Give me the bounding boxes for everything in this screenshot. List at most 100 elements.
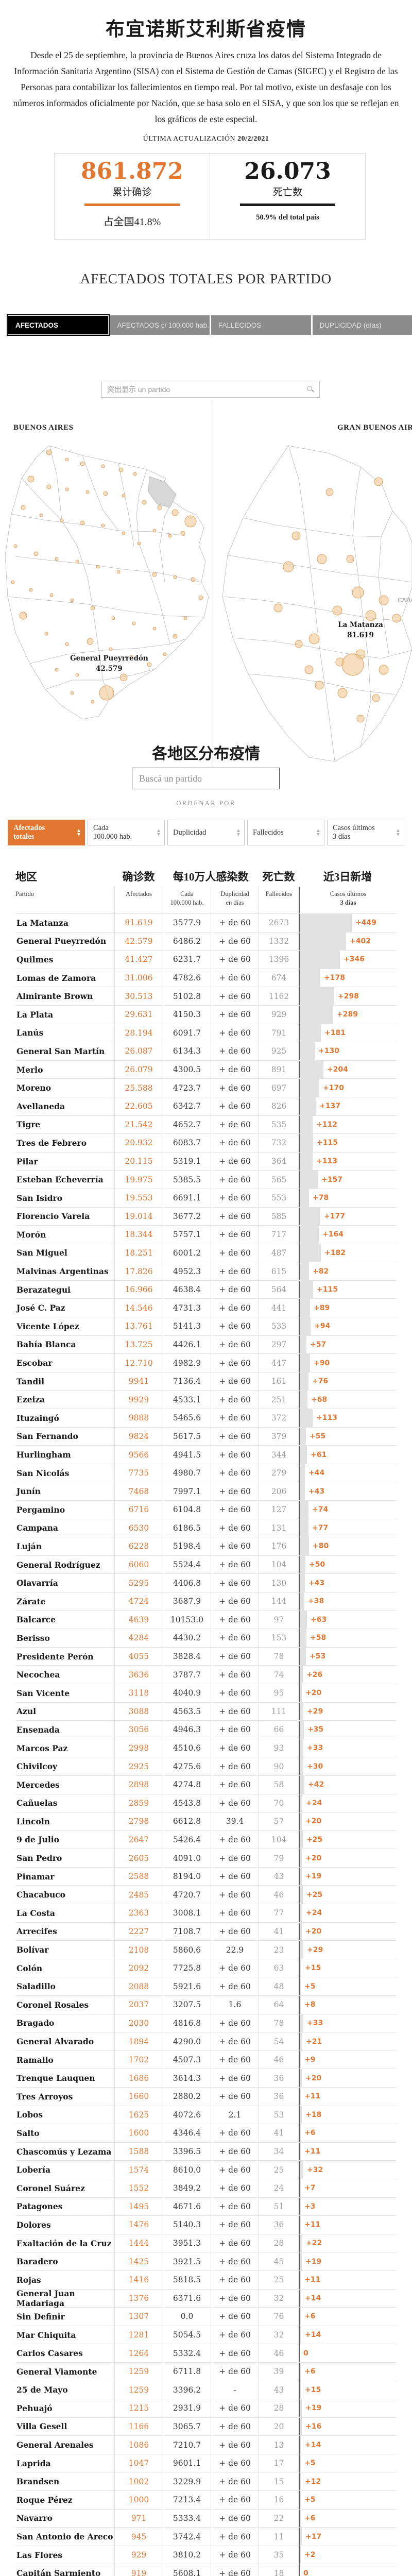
casos-3d-bar (300, 1482, 305, 1500)
partido-name: San Vicente (16, 1688, 70, 1698)
per-100k-value: 3008.1 (163, 1904, 211, 1922)
duplicidad-value: + de 60 (211, 2197, 259, 2216)
partido-name: La Costa (16, 1908, 55, 1918)
casos-3d-bar (300, 1757, 303, 1775)
casos-3d-cell: +12 (299, 2472, 397, 2491)
afectados-value: 3088 (114, 1702, 163, 1721)
fallecidos-value: 18 (259, 2564, 299, 2576)
afectados-value: 2092 (114, 1959, 163, 1977)
duplicidad-value: + de 60 (211, 2161, 259, 2179)
fallecidos-value: 57 (259, 1812, 299, 1831)
afectados-value: 26.087 (114, 1042, 163, 1060)
sort-button-4[interactable]: Fallecidos ▲ ▼ (247, 820, 324, 845)
per-100k-value: 5054.5 (163, 2326, 211, 2344)
fallecidos-value: 925 (259, 1042, 299, 1060)
fallecidos-value: 39 (259, 2362, 299, 2381)
table-row: Berazategui 16.966 4638.4 + de 60 564 +115 (15, 1280, 397, 1299)
afectados-value: 4055 (114, 1647, 163, 1666)
casos-3d-value: +170 (323, 1083, 344, 1092)
map-tabs: AFECTADOS AFECTADOS c/ 100.000 hab. FALLEC… (7, 314, 412, 336)
duplicidad-value: + de 60 (211, 1171, 259, 1189)
per-100k-value: 6134.3 (163, 1042, 211, 1060)
duplicidad-value: + de 60 (211, 1647, 259, 1666)
fallecidos-value: 161 (259, 1372, 299, 1391)
bubble-maps (5, 445, 412, 762)
casos-3d-bar (300, 2197, 301, 2216)
partido-name: La Plata (16, 1009, 54, 1020)
casos-3d-value: +115 (317, 1285, 338, 1294)
per-100k-value: 5102.8 (163, 987, 211, 1005)
casos-3d-bar (300, 1372, 308, 1391)
duplicidad-value: + de 60 (211, 1629, 259, 1647)
partido-name: Tres de Febrero (16, 1138, 87, 1148)
casos-3d-cell: +130 (299, 1042, 397, 1060)
afectados-value: 25.588 (114, 1079, 163, 1097)
casos-3d-cell: +38 (299, 1592, 397, 1611)
casos-3d-value: +5 (304, 2459, 316, 2468)
partido-name: Chivilcoy (16, 1761, 58, 1772)
afectados-value: 3118 (114, 1684, 163, 1702)
partido-name: San Miguel (16, 1248, 67, 1258)
afectados-value: 20.932 (114, 1134, 163, 1152)
confirmed-sub: 占全国41.8% (103, 216, 161, 228)
casos-3d-value: +113 (316, 1414, 337, 1422)
casos-3d-cell: +32 (299, 2161, 397, 2179)
afectados-value: 1495 (114, 2197, 163, 2216)
sort-button-2[interactable]: Cada 100.000 hab. ▲ ▼ (88, 820, 165, 845)
fallecidos-value: 97 (259, 1611, 299, 1629)
per-100k-value: 4274.8 (163, 1775, 211, 1794)
tab-4[interactable]: DUPLICIDAD (días) (312, 315, 412, 335)
casos-3d-value: +346 (344, 955, 365, 964)
partido-name: General Arenales (16, 2440, 94, 2450)
per-100k-value: 9601.1 (163, 2454, 211, 2472)
table-row: San Vicente 3118 4040.9 + de 60 95 +20 (15, 1683, 397, 1702)
partido-name: Necochea (16, 1670, 60, 1680)
casos-3d-bar (300, 1189, 309, 1207)
casos-3d-value: +289 (337, 1010, 358, 1019)
fallecidos-value: 28 (259, 2399, 299, 2417)
casos-3d-bar (300, 2326, 301, 2344)
afectados-value: 5295 (114, 1574, 163, 1592)
partido-name: Chascomús y Lezama (16, 2146, 112, 2157)
casos-3d-value: +22 (306, 2239, 322, 2248)
sort-button-3[interactable]: Duplicidad ▲ ▼ (167, 820, 245, 845)
partido-name: Lobería (16, 2165, 51, 2175)
casos-3d-value: +43 (308, 1579, 325, 1587)
casos-3d-bar (300, 2528, 302, 2546)
afectados-value: 2030 (114, 2014, 163, 2032)
duplicidad-value: + de 60 (211, 969, 259, 987)
casos-3d-value: +25 (306, 1835, 323, 1844)
casos-3d-value: +80 (313, 1542, 329, 1551)
table-row: Malvinas Argentinas 17.826 4952.3 + de 60 61… (15, 1262, 397, 1280)
casos-3d-cell: +5 (299, 2491, 397, 2509)
casos-3d-cell: +58 (299, 1629, 397, 1647)
per-100k-value: 6612.8 (163, 1812, 211, 1831)
sort-button-5[interactable]: Casos últimos 3 días ▲ ▼ (327, 820, 404, 845)
column-header-es: Partido (15, 890, 35, 897)
tab-2[interactable]: AFECTADOS c/ 100.000 hab. (110, 315, 210, 335)
casos-3d-cell: +11 (299, 2216, 397, 2234)
fallecidos-value: 46 (259, 1886, 299, 1904)
casos-3d-bar (300, 2069, 302, 2087)
casos-3d-bar (300, 1280, 313, 1299)
afectados-value: 1444 (114, 2234, 163, 2252)
casos-3d-bar (300, 1005, 333, 1024)
partido-name: San Pedro (16, 1853, 62, 1863)
partido-name: José C. Paz (16, 1303, 65, 1313)
afectados-value: 1476 (114, 2216, 163, 2234)
afectados-value: 1086 (114, 2436, 163, 2454)
per-100k-value: 7210.7 (163, 2436, 211, 2454)
sort-button-1[interactable]: Afectados totales ▲ ▼ (8, 820, 85, 845)
per-100k-value: 6083.7 (163, 1134, 211, 1152)
casos-3d-cell: +76 (299, 1372, 397, 1391)
partido-search-input[interactable]: Buscá un partido (132, 768, 280, 789)
highlight-search-input[interactable]: 突出显示 un partido (101, 381, 320, 398)
duplicidad-value: + de 60 (211, 2014, 259, 2032)
per-100k-value: 3396.5 (163, 2142, 211, 2161)
casos-3d-cell: +68 (299, 1391, 397, 1409)
fallecidos-value: 553 (259, 1189, 299, 1207)
tab-1[interactable]: AFECTADOS (7, 314, 110, 336)
partido-name: Arrecifes (16, 1926, 57, 1937)
per-100k-value: 3810.2 (163, 2546, 211, 2564)
tab-3[interactable]: FALLECIDOS (211, 315, 311, 335)
